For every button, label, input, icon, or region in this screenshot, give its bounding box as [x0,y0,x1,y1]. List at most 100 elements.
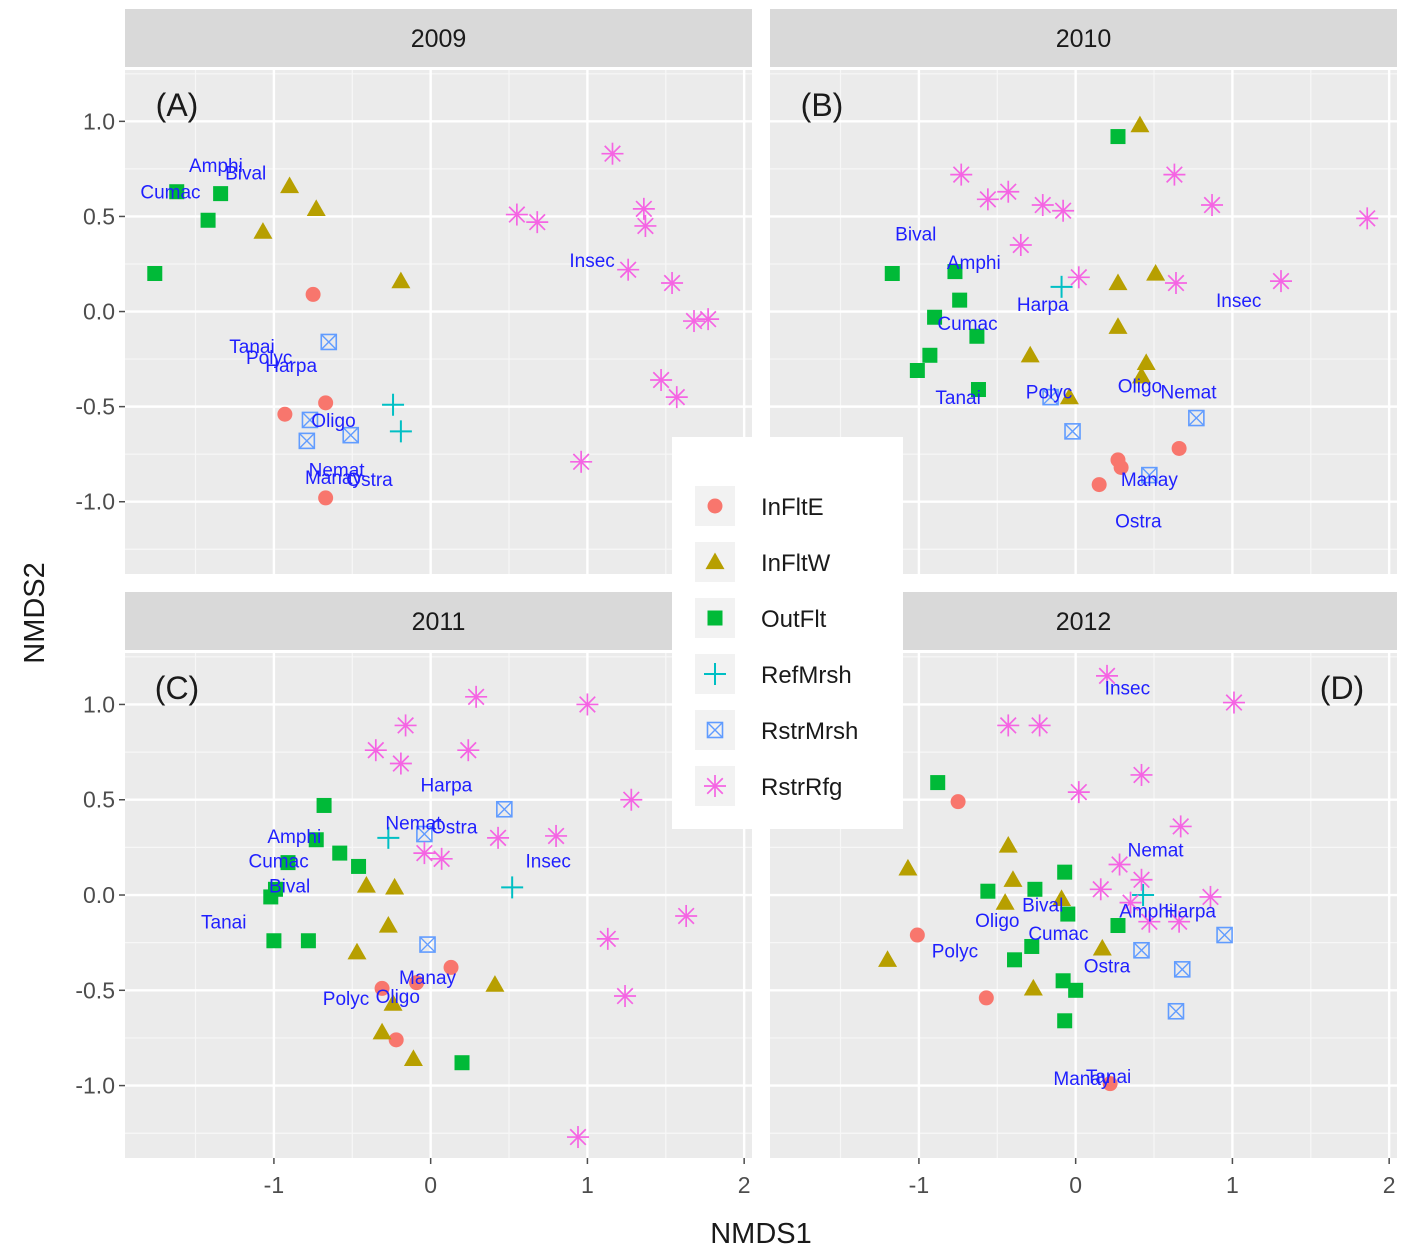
y-tick-label: -1.0 [75,489,115,515]
point-rstrrfg [1096,664,1119,687]
point-rstrmrsh [1216,926,1233,944]
point-rstrrfg [1169,815,1192,838]
point-rstrmrsh [1167,1002,1185,1020]
point-outflt [927,309,943,325]
point-rstrrfg [576,693,599,716]
point-outflt [1007,952,1023,968]
point-inflte [409,975,425,991]
y-axis: 1.0 0.5 0.0 -0.5 -1.0 [75,108,125,515]
y-axis-title: NMDS2 [19,562,51,664]
point-rstrrfg [364,739,387,762]
point-infltw [378,916,398,933]
point-rstrrfg [950,163,973,186]
species-label: Cumac [937,314,997,335]
point-infltw [1108,317,1128,334]
point-outflt [263,889,279,905]
panel-strip-label: 2010 [1056,25,1112,53]
legend-label: OutFlt [761,606,827,633]
species-label: Ostra [346,470,393,491]
point-outflt [1055,973,1071,989]
x-axis: -1 0 1 2 [264,1158,751,1198]
y-tick-label: 1.0 [83,691,115,717]
x-tick-label: 1 [581,1172,594,1198]
point-outflt [980,883,996,899]
legend-key-rstrmrsh [706,721,724,739]
point-outflt [1027,881,1043,897]
panel-letter-label: (B) [801,87,844,123]
species-label: Harpa [1017,295,1069,316]
gridlines [125,653,752,1158]
point-inflte [305,286,321,302]
point-infltw [1092,938,1112,956]
species-label: Amphi [267,827,321,848]
point-infltw [403,1049,423,1067]
species-label: Oligo [376,987,420,1008]
point-outflt [930,775,946,791]
point-rstrrfg [1119,891,1142,914]
point-outflt [1057,1013,1073,1029]
point-infltw [1059,387,1079,405]
point-infltw [485,975,505,992]
y-tick-label: 1.0 [83,108,115,134]
species-label: Polyc [932,941,978,962]
species-label: Oligo [1118,377,1162,398]
point-outflt [922,347,938,363]
y-tick-label: -1.0 [75,1073,115,1099]
point-outflt [280,855,296,871]
point-rstrmrsh [1064,423,1081,440]
point-rstrrfg [617,258,640,281]
point-inflte [318,395,334,411]
point-infltw [385,877,405,895]
point-rstrrfg [675,904,698,927]
point-rstrrfg [1356,207,1379,230]
data-points [263,685,698,1149]
point-rstrrfg [1031,194,1054,217]
point-rstrrfg [457,739,480,762]
point-infltw [1108,273,1128,291]
point-rstrrfg [465,685,488,708]
point-infltw [878,950,898,967]
panel-2010: 2010 Bival Amphi Harpa Insec Cumac Tanai Polyc O… [770,9,1397,574]
point-rstrrfg [1270,270,1293,293]
point-refmrsh [501,876,524,899]
point-rstrrfg [1222,691,1245,714]
point-outflt [332,845,348,861]
species-label: Ostra [431,817,478,838]
species-label: Tanai [935,388,980,409]
point-infltw [998,835,1018,853]
y-tick-label: 0.0 [83,882,115,908]
x-axis-title: NMDS1 [710,1218,812,1250]
point-infltw [1052,889,1072,906]
point-inflte [1091,477,1107,493]
species-label: Insec [1216,291,1261,312]
panel-strip-label: 2009 [411,25,467,53]
species-label: Polyc [1026,382,1072,403]
species-label: Cumac [140,183,200,204]
point-outflt [213,186,229,202]
species-label: Bival [269,876,310,897]
point-outflt [952,292,968,308]
point-infltw [372,1022,392,1040]
point-rstrrfg [1108,853,1131,876]
point-rstrrfg [1028,714,1051,737]
plot-background [125,653,752,1158]
x-tick-label: -1 [264,1172,284,1198]
point-rstrrfg [697,308,720,331]
point-outflt [909,362,925,378]
legend-label: RstrMrsh [761,718,858,745]
point-inflte [1113,459,1129,475]
point-infltw [356,875,376,893]
species-label: Amphi [189,156,243,177]
species-label: Manay [399,968,457,989]
point-inflte [1171,440,1187,456]
point-rstrrfg [683,310,706,333]
point-rstrrfg [413,842,436,865]
point-outflt [1068,982,1084,998]
species-label: Nemat [1161,382,1218,403]
point-infltw [391,271,411,289]
point-outflt [884,266,900,282]
species-label: Bival [895,225,936,246]
x-axis: -1 0 1 2 [909,1158,1396,1198]
